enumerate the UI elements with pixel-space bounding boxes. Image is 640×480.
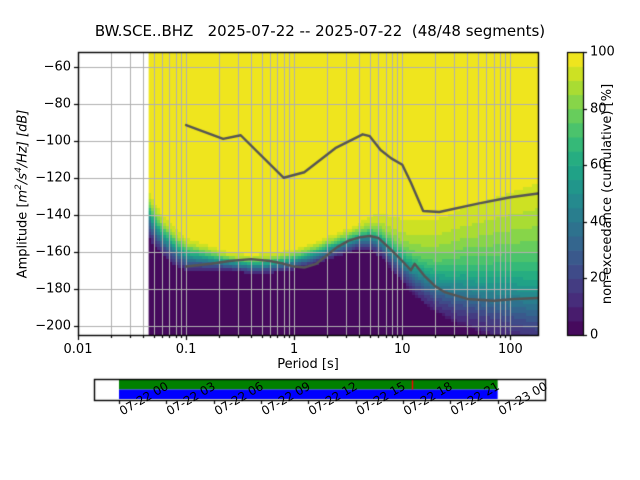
x-axis-tick-label: 100 (497, 342, 523, 357)
figure-title: BW.SCE..BHZ 2025-07-22 -- 2025-07-22 (48… (94, 22, 546, 40)
y-axis-tick-label: −60 (43, 59, 71, 75)
y-axis-unit-m: m (15, 189, 31, 202)
x-axis-label: Period [s] (277, 357, 339, 372)
colorbar-tick-label: 0 (590, 327, 599, 343)
y-axis-tick-label: −200 (35, 318, 71, 334)
y-axis-tick-label: −180 (35, 281, 71, 297)
x-axis-tick-label: 0.01 (63, 342, 93, 357)
y-axis-tick-label: −160 (35, 244, 71, 260)
colorbar-tick-label: 20 (590, 270, 607, 286)
colorbar-tick-label: 80 (590, 101, 607, 117)
colorbar-label: non-exceedance (cumulative) [%] (600, 83, 615, 304)
y-axis-tick-label: −80 (43, 96, 71, 112)
colorbar-tick-label: 100 (590, 44, 615, 60)
y-axis-tick-label: −140 (35, 207, 71, 223)
x-axis-tick-label: 0.1 (175, 342, 197, 357)
x-axis-tick-label: 10 (394, 342, 411, 357)
colorbar-tick-label: 60 (590, 157, 607, 173)
colorbar-tick-label: 40 (590, 214, 607, 230)
y-axis-tick-label: −120 (35, 170, 71, 186)
y-axis-tick-label: −100 (35, 133, 71, 149)
x-axis-tick-label: 1 (290, 342, 299, 357)
